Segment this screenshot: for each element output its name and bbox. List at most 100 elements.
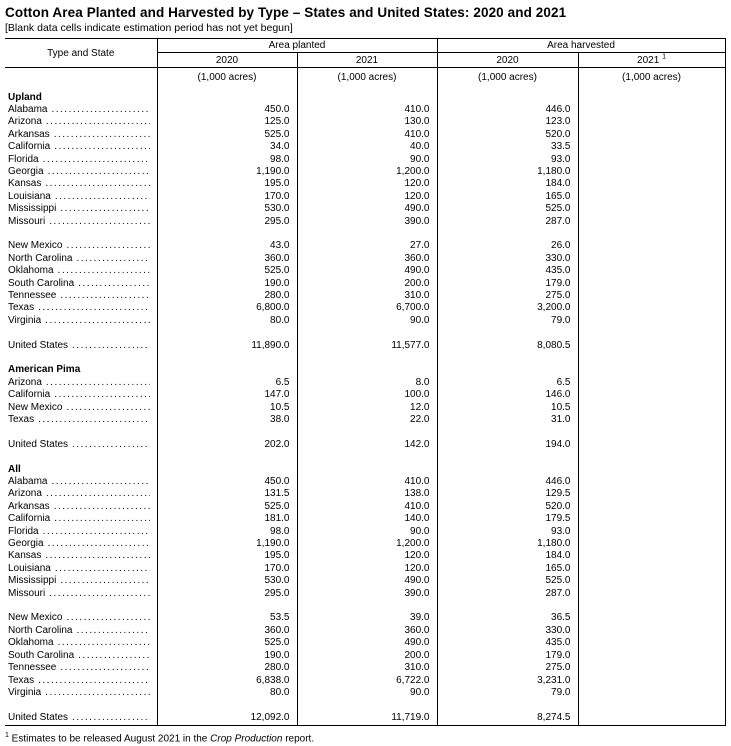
value-cell: 410.0 [296,476,437,489]
table-note: [Blank data cells indicate estimation pe… [5,22,293,34]
state-label: New Mexico [8,612,63,624]
value-cell [577,612,726,625]
value-cell: 410.0 [296,103,437,117]
value-cell [436,327,578,340]
state-label: California [8,389,51,401]
state-cell: California..............................… [5,141,157,153]
state-label-with-leader: North Carolina..........................… [8,625,157,637]
footnote-marker: 1 [5,732,9,740]
value-cell [577,476,726,489]
dotted-leader: ........................................… [76,252,150,264]
value-cell: 450.0 [156,476,297,489]
state-cell: Oklahoma................................… [5,637,157,649]
dotted-leader: ........................................… [72,339,150,351]
cotton-area-table: Type and State Area planted Area harvest… [5,38,726,727]
table-row: Georgia.................................… [5,538,726,551]
value-cell [577,649,726,663]
state-label: Florida [8,153,39,165]
value-cell [296,227,437,241]
state-label-with-leader: Georgia.................................… [8,166,157,178]
value-cell: 125.0 [156,116,297,129]
dotted-leader: ........................................… [54,389,149,401]
value-cell: 31.0 [436,414,578,427]
dotted-leader: ........................................… [76,624,150,636]
state-cell: Alabama.................................… [5,476,157,488]
state-label-with-leader: United States...........................… [8,712,157,724]
state-cell: Alabama.................................… [5,104,157,116]
value-cell [577,302,726,315]
state-label-with-leader: Missouri................................… [8,588,157,600]
dotted-leader: ........................................… [45,314,149,326]
value-cell: 93.0 [436,153,578,166]
state-label-with-leader: Arizona.................................… [8,377,157,389]
state-label: Louisiana [8,190,51,202]
state-label-with-leader: Florida.................................… [8,526,157,538]
spacer-row [5,426,726,439]
state-label: New Mexico [8,240,63,252]
value-cell [156,91,297,104]
dotted-leader: ........................................… [60,203,149,215]
value-cell: 53.5 [156,612,297,625]
state-label-with-leader: Georgia.................................… [8,538,157,550]
value-cell: 27.0 [296,240,437,253]
value-cell: 181.0 [156,513,297,526]
value-cell [577,662,726,675]
state-cell: Georgia.................................… [5,166,157,178]
value-cell: 330.0 [436,624,578,638]
dotted-leader: ........................................… [66,612,149,624]
value-cell: 295.0 [156,587,297,601]
value-cell [156,699,297,712]
spacer-row [5,451,726,464]
state-cell: Texas...................................… [5,302,157,314]
state-label-with-leader: Kansas..................................… [8,178,157,190]
value-cell: 43.0 [156,240,297,253]
table-row: Texas...................................… [5,674,726,687]
dotted-leader: ........................................… [60,662,149,674]
year-header-harvested-2021: 2021 1 [577,52,726,68]
value-cell: 36.5 [436,612,578,625]
value-cell: 79.0 [436,314,578,328]
dotted-leader: ........................................… [66,401,149,413]
value-cell [577,141,726,154]
state-label: Missouri [8,215,46,227]
state-cell: Kansas..................................… [5,550,157,562]
value-cell: 34.0 [156,141,297,154]
dotted-leader: ........................................… [54,513,149,525]
year-header-planted-2020: 2020 [156,52,297,68]
value-cell: 530.0 [156,203,297,216]
value-cell [577,624,726,638]
state-cell: Texas...................................… [5,675,157,687]
spacer-row [5,600,726,613]
value-cell: 280.0 [156,662,297,675]
dotted-leader: ........................................… [54,141,149,153]
value-cell: 33.5 [436,141,578,154]
year-label: 2020 [496,54,519,66]
value-cell: 179.5 [436,513,578,526]
state-label: Kansas [8,178,42,190]
value-cell [296,426,437,439]
state-label-with-leader: Louisiana...............................… [8,563,157,575]
value-cell: 6,838.0 [156,674,297,687]
value-cell [577,314,726,328]
value-cell: 129.5 [436,488,578,501]
value-cell [577,674,726,687]
value-cell: 10.5 [436,401,578,415]
value-cell [577,352,726,365]
value-cell [577,488,726,501]
value-cell [577,215,726,228]
value-cell: 90.0 [296,314,437,328]
dotted-leader: ........................................… [78,277,149,289]
value-cell: 525.0 [156,128,297,142]
value-cell [296,327,437,340]
value-cell [296,91,437,104]
value-cell [577,265,726,278]
state-label-with-leader: Florida.................................… [8,154,157,166]
value-cell: 123.0 [436,116,578,129]
table-row: New Mexico..............................… [5,401,726,415]
value-cell [577,178,726,191]
footnote: 1 Estimates to be released August 2021 i… [5,730,731,745]
value-cell [577,91,726,104]
state-label: Missouri [8,587,46,599]
value-cell [577,227,726,241]
